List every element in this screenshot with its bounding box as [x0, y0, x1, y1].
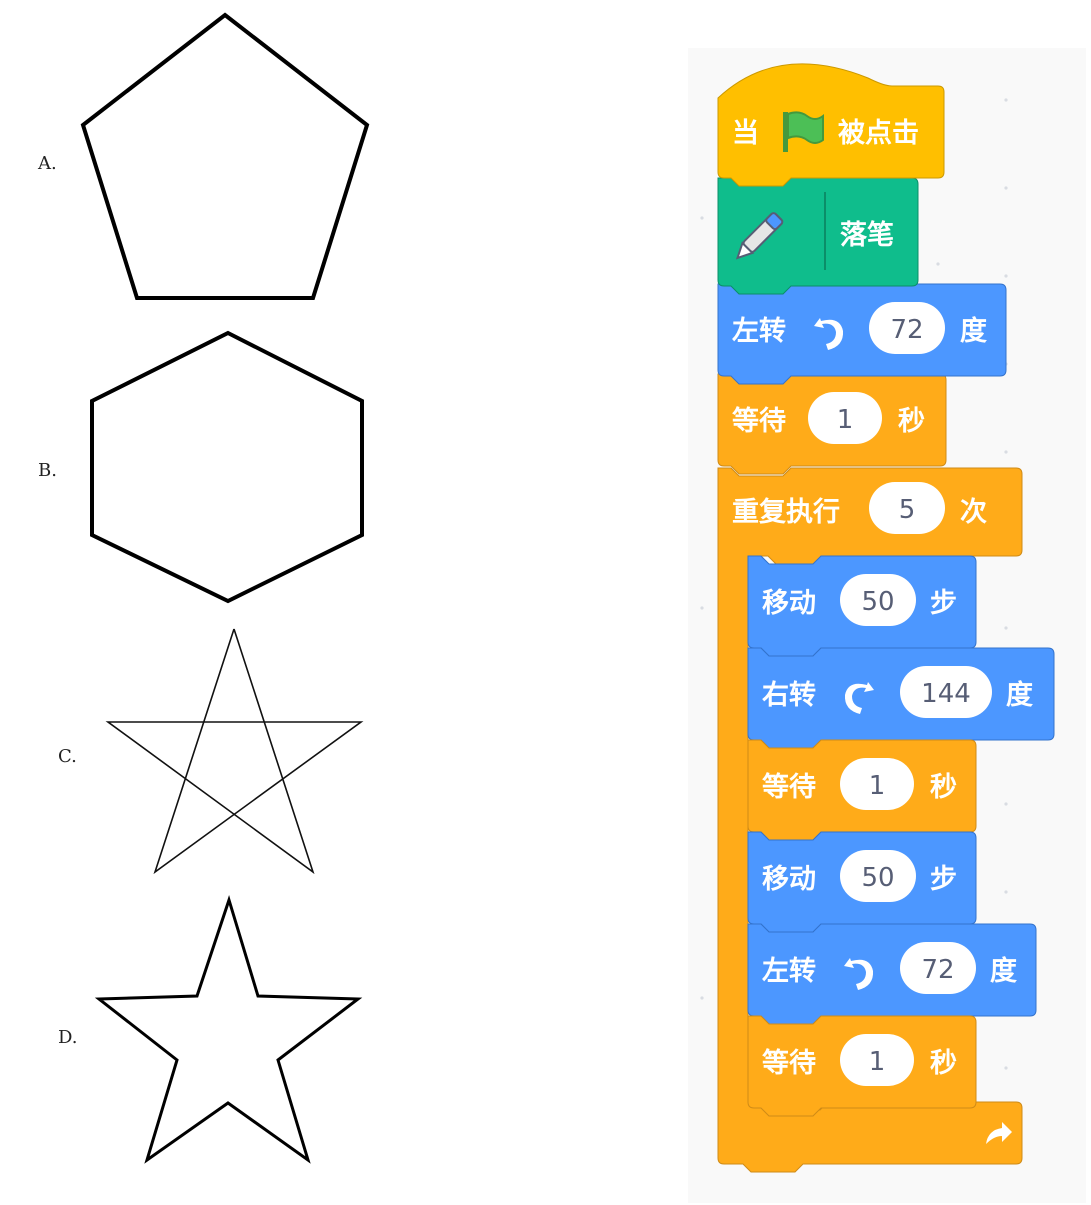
turn-left-1-input[interactable]	[869, 302, 945, 354]
wait-2-input[interactable]	[840, 758, 914, 810]
option-d-label: D.	[58, 1027, 78, 1048]
pen-icon	[735, 212, 784, 260]
when-flag-suffix: 被点击	[838, 118, 919, 149]
code-workspace[interactable]: 重复执行 5 次 等待 1 秒 左转 72 度 落笔 当 被点击 移动 50 步…	[688, 48, 1086, 1203]
wait-2-value: 1	[869, 771, 886, 801]
turn-left-2-value: 72	[921, 955, 954, 985]
move-1-label: 移动	[762, 588, 816, 619]
turn-left-2-input[interactable]	[900, 942, 976, 994]
wait-3-label: 等待	[762, 1047, 816, 1079]
pentagon-shape	[80, 12, 370, 300]
turn-left-1-unit: 度	[960, 315, 987, 347]
turn-left-1-value: 72	[890, 315, 923, 345]
pen-down-label: 落笔	[840, 219, 894, 251]
wait-3-value: 1	[869, 1047, 886, 1077]
move-2-value: 50	[861, 863, 894, 893]
wait-3-unit: 秒	[930, 1048, 957, 1079]
star-outline-shape	[94, 895, 363, 1164]
when-flag-prefix: 当	[732, 118, 759, 149]
option-b-label: B.	[38, 460, 57, 481]
move-1-unit: 步	[930, 588, 957, 619]
turn-left-1-label: 左转	[732, 316, 786, 347]
wait-1-input[interactable]	[808, 392, 882, 444]
repeat-count-input[interactable]	[869, 482, 945, 534]
move-2-label: 移动	[762, 864, 816, 895]
wait-3-input[interactable]	[840, 1034, 914, 1086]
when-flag-clicked-block[interactable]	[717, 63, 945, 187]
rotate-left-icon	[814, 318, 844, 350]
option-c-label: C.	[58, 746, 77, 767]
repeat-unit: 次	[960, 497, 987, 528]
move-1-value: 50	[861, 587, 894, 617]
repeat-count-value: 5	[899, 495, 916, 525]
rotate-right-icon	[844, 682, 874, 714]
wait-2-label: 等待	[762, 771, 816, 803]
loop-arrow-icon	[986, 1122, 1012, 1144]
turn-right-label: 右转	[762, 680, 816, 711]
repeat-label: 重复执行	[732, 496, 840, 528]
turn-right-value: 144	[921, 679, 971, 709]
option-a-label: A.	[38, 153, 57, 174]
script-stack[interactable]: 重复执行 5 次 等待 1 秒 左转 72 度 落笔 当 被点击 移动 50 步…	[688, 48, 1086, 1203]
turn-left-2-unit: 度	[990, 955, 1017, 987]
wait-1-value: 1	[837, 405, 854, 435]
wait-1-label: 等待	[732, 405, 786, 437]
turn-right-input[interactable]	[900, 666, 992, 718]
wait-2-unit: 秒	[930, 772, 957, 803]
wait-1-unit: 秒	[898, 406, 925, 437]
turn-right-unit: 度	[1006, 679, 1033, 711]
turn-left-2-label: 左转	[762, 956, 816, 987]
pentagram-lines-shape	[105, 628, 364, 875]
move-2-input[interactable]	[840, 850, 916, 902]
green-flag-icon	[783, 111, 824, 152]
rotate-left-icon	[844, 958, 874, 990]
hexagon-shape	[90, 330, 364, 604]
move-2-unit: 步	[930, 864, 957, 895]
move-1-input[interactable]	[840, 574, 916, 626]
